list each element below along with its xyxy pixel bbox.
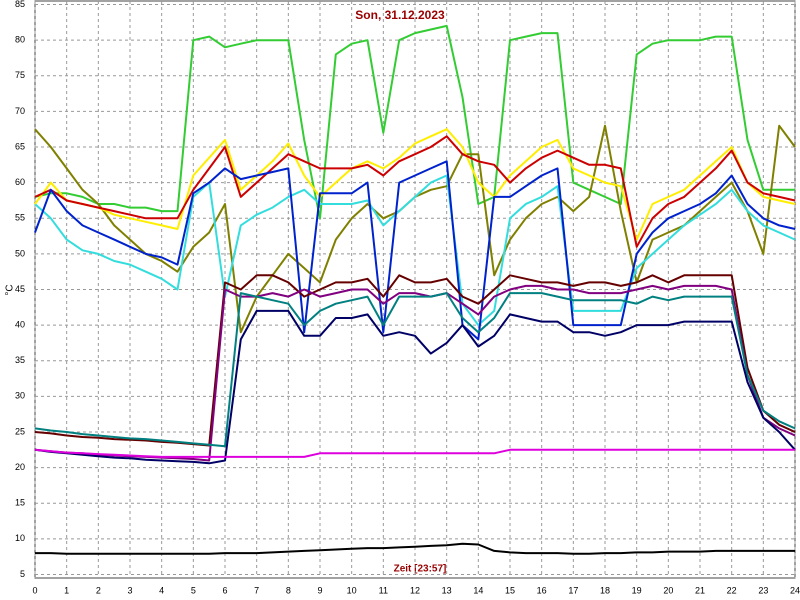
y-tick-label: 85: [15, 0, 25, 9]
series-line: [34, 448, 795, 458]
x-tick-label: 21: [695, 585, 705, 595]
x-tick-label: 18: [600, 585, 610, 595]
x-tick-label: 0: [32, 585, 37, 595]
y-tick-label: 45: [15, 284, 25, 294]
y-tick-label: 40: [15, 319, 25, 329]
series-line: [35, 542, 795, 555]
series-line: [34, 174, 796, 327]
y-tick-label: 5: [20, 569, 25, 579]
y-tick-label: 80: [15, 35, 25, 45]
x-tick-label: 12: [410, 585, 420, 595]
series-line: [34, 274, 796, 447]
y-tick-label: 65: [15, 141, 25, 151]
series-line: [34, 24, 795, 220]
x-tick-label: 1: [64, 585, 69, 595]
series-line: [34, 309, 796, 465]
y-tick-label: 30: [15, 391, 25, 401]
y-tick-label: 10: [15, 533, 25, 543]
x-tick-label: 17: [568, 585, 578, 595]
x-tick-label: 3: [127, 585, 132, 595]
y-axis-label: °C: [5, 284, 16, 295]
x-tick-label: 8: [286, 585, 291, 595]
series-line: [34, 292, 796, 448]
x-tick-label: 7: [254, 585, 259, 595]
x-tick-label: 16: [537, 585, 547, 595]
y-tick-label: 60: [15, 177, 25, 187]
x-tick-label: 9: [317, 585, 322, 595]
x-tick-label: 5: [191, 585, 196, 595]
x-tick-label: 22: [727, 585, 737, 595]
x-tick-label: 2: [96, 585, 101, 595]
y-tick-label: 55: [15, 213, 25, 223]
x-tick-label: 6: [222, 585, 227, 595]
x-tick-label: 13: [442, 585, 452, 595]
y-tick-label: 15: [15, 498, 25, 508]
x-tick-label: 4: [159, 585, 164, 595]
x-axis-label: Zeit [23:57]: [394, 564, 447, 575]
y-tick-label: 20: [15, 462, 25, 472]
x-tick-label: 14: [473, 585, 483, 595]
x-tick-label: 24: [790, 585, 800, 595]
series-line: [34, 160, 796, 341]
y-tick-label: 25: [15, 426, 25, 436]
series-line: [34, 135, 796, 248]
y-tick-label: 35: [15, 355, 25, 365]
series-line: [34, 128, 796, 241]
x-tick-label: 19: [632, 585, 642, 595]
x-tick-label: 23: [758, 585, 768, 595]
x-tick-label: 10: [347, 585, 357, 595]
x-tick-label: 20: [663, 585, 673, 595]
chart-title: Son, 31.12.2023: [355, 8, 445, 22]
y-tick-label: 70: [15, 106, 25, 116]
x-tick-label: 15: [505, 585, 515, 595]
y-tick-label: 75: [15, 70, 25, 80]
y-tick-label: 50: [15, 248, 25, 258]
x-tick-label: 11: [379, 585, 388, 595]
